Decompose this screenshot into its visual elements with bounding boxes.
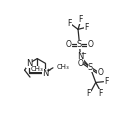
Text: N: N [26,59,32,68]
Text: F: F [104,77,109,86]
Text: CH₃: CH₃ [57,64,70,70]
Text: F: F [67,19,72,29]
Text: O: O [97,68,103,77]
Text: +: + [46,68,51,73]
Text: O: O [77,59,83,68]
Text: F: F [84,23,89,32]
Text: F: F [78,15,83,24]
Text: N: N [77,52,84,61]
Text: N: N [42,69,48,78]
Text: CH₃: CH₃ [31,66,44,72]
Text: O: O [66,40,72,49]
Text: F: F [98,89,103,98]
Text: S: S [77,40,82,49]
Text: F: F [87,89,91,98]
Text: S: S [88,63,93,72]
Text: −: − [80,51,86,57]
Text: O: O [87,40,93,49]
